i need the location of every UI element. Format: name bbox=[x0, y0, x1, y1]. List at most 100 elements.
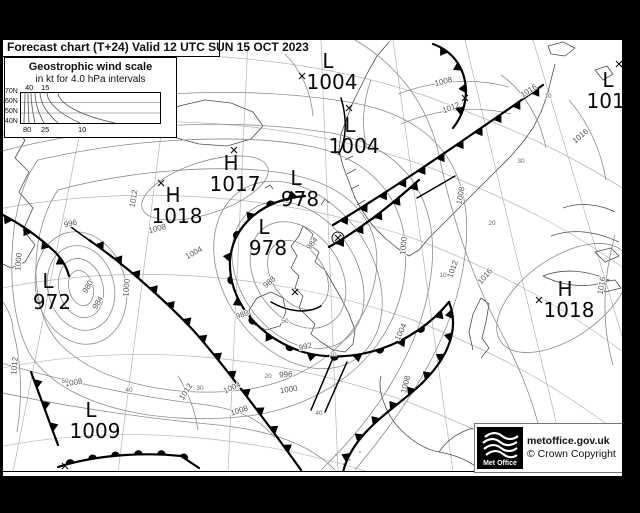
cold-front-symbol bbox=[41, 240, 50, 250]
pressure-center-value: 1009 bbox=[70, 419, 121, 443]
wind-scale-subtitle: in kt for 4.0 hPa intervals bbox=[35, 74, 146, 85]
met-office-logo-text: Met Office bbox=[483, 460, 517, 467]
graticule-label: 50 bbox=[281, 318, 289, 325]
cold-front-symbol bbox=[282, 444, 292, 453]
wind-scale-lat-label: 50N bbox=[5, 108, 18, 115]
center-cross-icon bbox=[298, 72, 306, 80]
cold-front-symbol bbox=[23, 227, 32, 237]
cold-front-symbol bbox=[355, 225, 364, 235]
synoptic-map: L1004L1004L1012H1017H1018L978L978L972L10… bbox=[3, 40, 622, 472]
cold-front-symbol bbox=[444, 309, 454, 320]
warm-front bbox=[56, 453, 201, 470]
cold-front-symbol bbox=[378, 191, 387, 201]
pressure-center-value: 1004 bbox=[329, 134, 380, 158]
low-center-cross-icon bbox=[334, 234, 342, 242]
cold-front-symbol bbox=[396, 338, 406, 348]
cold-front-symbol bbox=[373, 211, 383, 221]
wind-scale-lat-label: 70N bbox=[5, 88, 18, 95]
warm-front-symbol bbox=[285, 345, 294, 352]
pressure-center-letter: L bbox=[344, 113, 356, 137]
pressure-center-value: 1004 bbox=[307, 70, 358, 94]
cold-front-symbol bbox=[512, 100, 521, 110]
warm-front-symbol bbox=[227, 275, 233, 285]
cold-front-symbol bbox=[493, 114, 502, 124]
cold-front-symbol bbox=[359, 203, 368, 213]
warm-front-symbol bbox=[180, 453, 189, 461]
cold-front-symbol bbox=[269, 425, 279, 435]
warm-front-symbol bbox=[134, 450, 143, 455]
center-cross-icon bbox=[157, 179, 165, 187]
branding-text: metoffice.gov.uk © Crown Copyright bbox=[527, 435, 616, 461]
center-cross-icon bbox=[230, 146, 238, 154]
pressure-center-letter: L bbox=[85, 398, 97, 422]
warm-front-symbol bbox=[375, 347, 385, 354]
cold-front-symbol bbox=[352, 353, 363, 363]
graticule-label: 30 bbox=[517, 158, 525, 165]
cold-front-symbol bbox=[232, 297, 242, 306]
warm-front-symbol bbox=[248, 317, 256, 325]
isobar-value-label: 1000 bbox=[121, 278, 132, 297]
top-letterbox bbox=[0, 0, 640, 40]
bottom-letterbox bbox=[0, 476, 640, 513]
isobar-value-label: 1008 bbox=[455, 185, 467, 205]
cold-front-symbol bbox=[182, 317, 192, 327]
pressure-center-letter: H bbox=[165, 183, 180, 207]
cold-front-symbol bbox=[166, 301, 175, 310]
pressure-center-letter: H bbox=[223, 151, 238, 175]
warm-front-symbol bbox=[232, 231, 240, 240]
pressure-center-value: 978 bbox=[281, 187, 319, 211]
cold-front-symbol bbox=[287, 190, 298, 199]
occluded-front bbox=[228, 194, 451, 358]
isobars bbox=[3, 40, 622, 471]
isobar-value-label: 1008 bbox=[64, 376, 84, 388]
cold-front-symbol bbox=[339, 215, 349, 225]
pressure-center-letter: L bbox=[42, 269, 54, 293]
cold-front-symbol bbox=[455, 140, 464, 150]
wind-scale-top-label: 40 bbox=[25, 83, 34, 92]
wind-scale-diagram bbox=[20, 92, 161, 124]
map-bottom-rule bbox=[3, 471, 622, 472]
met-office-branding: Met Office metoffice.gov.uk © Crown Copy… bbox=[474, 423, 624, 473]
wind-scale-bottom-label: 80 bbox=[23, 125, 32, 134]
map-annotations: L1004L1004L1012H1017H1018L978L978L972L10… bbox=[3, 46, 622, 470]
pressure-center-value: 1018 bbox=[152, 204, 203, 228]
cold-front-symbol bbox=[409, 181, 419, 191]
center-cross-icon bbox=[461, 94, 469, 102]
cold-front-symbol bbox=[222, 252, 231, 263]
warm-front-symbol bbox=[65, 459, 75, 465]
cold-front-symbol bbox=[335, 237, 345, 247]
cold-front-symbol bbox=[436, 153, 445, 163]
graticule-label: 40 bbox=[125, 387, 133, 394]
pressure-center-letter: L bbox=[322, 49, 334, 73]
pressure-center-letter: H bbox=[557, 277, 572, 301]
cold-front-symbol bbox=[397, 178, 407, 188]
cold-front-symbol bbox=[265, 332, 275, 342]
pressure-center-value: 1018 bbox=[544, 298, 595, 322]
graticule-label: 20 bbox=[488, 220, 496, 227]
cold-front-symbol bbox=[453, 61, 463, 71]
cold-front bbox=[3, 213, 71, 278]
pressure-center-value: 972 bbox=[33, 290, 71, 314]
cold-front-symbol bbox=[455, 106, 465, 116]
cold-front-symbol bbox=[198, 334, 208, 344]
cold-front-symbol bbox=[434, 310, 444, 320]
isobar-value-label: 992 bbox=[298, 340, 314, 352]
pressure-center-value: 978 bbox=[249, 236, 287, 260]
isobar-value-label: 996 bbox=[279, 370, 293, 380]
cold-front-symbol bbox=[227, 370, 237, 380]
warm-front-symbol bbox=[88, 454, 97, 460]
cold-front bbox=[327, 178, 421, 249]
cold-front-symbol bbox=[371, 416, 381, 426]
cold-front-symbol bbox=[458, 83, 467, 94]
cold-front-symbol bbox=[55, 256, 65, 265]
warm-front-symbol bbox=[330, 356, 339, 361]
wind-scale-lat-label: 40N bbox=[5, 118, 18, 125]
cold-front-symbol bbox=[95, 241, 104, 251]
wind-scale-bottom-label: 10 bbox=[78, 125, 87, 134]
isobar-value-label: 1016 bbox=[596, 275, 608, 295]
coastlines bbox=[3, 41, 622, 472]
graticule-label: 10 bbox=[544, 93, 552, 100]
cold-front-symbol bbox=[440, 46, 449, 56]
wind-scale-top-label: 15 bbox=[41, 83, 50, 92]
pressure-center-letter: L bbox=[602, 68, 614, 92]
